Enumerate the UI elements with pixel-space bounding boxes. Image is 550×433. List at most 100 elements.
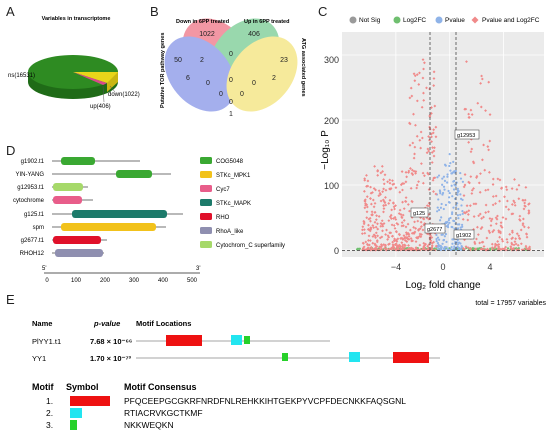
volcano-point bbox=[504, 185, 508, 189]
volcano-point bbox=[472, 202, 476, 206]
volcano-point bbox=[388, 231, 392, 235]
volcano-point bbox=[459, 177, 463, 180]
volcano-point bbox=[477, 214, 481, 218]
panel-letter-e: E bbox=[6, 292, 15, 307]
volcano-point bbox=[525, 235, 529, 239]
volcano-xlabel: Log₂ fold change bbox=[405, 280, 480, 291]
volcano-point bbox=[400, 221, 404, 224]
volcano-point bbox=[460, 204, 463, 207]
volcano-point bbox=[369, 219, 372, 223]
volcano-point bbox=[457, 207, 460, 211]
volcano-point bbox=[443, 163, 447, 166]
volcano-point bbox=[393, 207, 397, 211]
volcano-point bbox=[498, 199, 502, 203]
volcano-point bbox=[371, 241, 375, 245]
volcano-point bbox=[496, 177, 500, 181]
volcano-point bbox=[382, 200, 386, 203]
volcano-point bbox=[518, 214, 522, 218]
volcano-point bbox=[522, 207, 526, 211]
volcano-point bbox=[362, 219, 366, 223]
volcano-point bbox=[447, 226, 450, 229]
volcano-point bbox=[355, 248, 359, 251]
volcano-point bbox=[420, 233, 423, 236]
volcano-point bbox=[430, 140, 434, 144]
axis-tick: 500 bbox=[187, 278, 198, 284]
volcano-point bbox=[420, 105, 424, 109]
volcano-point bbox=[469, 175, 473, 179]
volcano-point bbox=[466, 218, 470, 222]
volcano-point bbox=[441, 242, 444, 245]
volcano-point bbox=[437, 198, 440, 201]
volcano-point bbox=[438, 238, 441, 241]
volcano-point bbox=[466, 213, 470, 216]
volcano-point bbox=[472, 215, 476, 218]
volcano-point bbox=[375, 214, 379, 218]
volcano-point bbox=[362, 189, 366, 193]
volcano-point bbox=[470, 192, 474, 195]
volcano-point bbox=[467, 116, 471, 119]
gene-label: cytochrome bbox=[13, 198, 45, 204]
volcano-point bbox=[510, 212, 514, 216]
volcano-point bbox=[453, 183, 456, 186]
volcano-point bbox=[453, 171, 457, 174]
motif-hit-2 bbox=[231, 335, 242, 345]
volcano-point bbox=[472, 187, 475, 190]
volcano-point bbox=[461, 247, 465, 250]
venn-label-atg: ATG associated genes bbox=[300, 38, 306, 97]
legend-label: RhoA_like bbox=[216, 229, 244, 235]
volcano-point bbox=[473, 240, 477, 244]
volcano-point bbox=[363, 231, 367, 235]
venn-count: 0 bbox=[229, 99, 233, 106]
volcano-point bbox=[512, 199, 516, 203]
volcano-point bbox=[506, 240, 509, 244]
volcano-point bbox=[479, 227, 483, 231]
volcano-point bbox=[432, 154, 436, 158]
volcano-point bbox=[463, 173, 467, 176]
volcano-point bbox=[456, 227, 459, 231]
volcano-point bbox=[459, 171, 462, 175]
volcano-point bbox=[487, 210, 490, 214]
volcano-point bbox=[456, 223, 460, 226]
x-tick: 0 bbox=[440, 262, 445, 272]
volcano-point bbox=[468, 204, 472, 208]
volcano-point bbox=[425, 204, 429, 208]
volcano-point bbox=[383, 246, 386, 250]
volcano-point bbox=[465, 204, 469, 208]
venn-count: 50 bbox=[174, 57, 182, 64]
volcano-total: total = 17957 variables bbox=[475, 300, 546, 307]
volcano-point bbox=[380, 219, 384, 223]
volcano-point bbox=[454, 169, 458, 173]
volcano-point bbox=[461, 217, 465, 221]
volcano-point bbox=[523, 204, 527, 208]
volcano-point bbox=[442, 175, 446, 178]
volcano-point bbox=[414, 226, 418, 230]
volcano-point bbox=[384, 188, 388, 192]
volcano-point bbox=[423, 174, 426, 178]
motif-hit-1 bbox=[393, 352, 429, 363]
legend-label: Cyc7 bbox=[216, 187, 230, 193]
y-tick: 0 bbox=[334, 246, 339, 256]
volcano-point bbox=[453, 245, 456, 248]
volcano-point bbox=[444, 203, 448, 207]
volcano-point bbox=[461, 223, 464, 226]
volcano-point bbox=[467, 209, 471, 213]
volcano-point bbox=[449, 169, 452, 172]
volcano-point bbox=[450, 245, 453, 249]
motif-consensus: RTIACRVKGCTKMF bbox=[124, 408, 203, 418]
volcano-point bbox=[469, 108, 473, 112]
volcano-point bbox=[440, 216, 443, 219]
volcano-point bbox=[435, 237, 438, 241]
volcano-point bbox=[479, 81, 483, 85]
volcano-point bbox=[450, 212, 454, 216]
volcano-plot: Not Sig Log2FC Pvalue Pvalue and Log2FC … bbox=[320, 16, 546, 307]
volcano-point bbox=[437, 243, 440, 247]
volcano-point bbox=[494, 222, 498, 226]
volcano-point bbox=[456, 193, 459, 196]
volcano-point bbox=[393, 215, 397, 219]
venn-set-tor bbox=[164, 36, 236, 112]
volcano-point bbox=[478, 190, 482, 194]
volcano-point bbox=[496, 240, 500, 243]
volcano-point bbox=[485, 236, 489, 240]
volcano-point bbox=[480, 74, 483, 78]
legend-label: STKc_MAPK bbox=[216, 201, 251, 207]
